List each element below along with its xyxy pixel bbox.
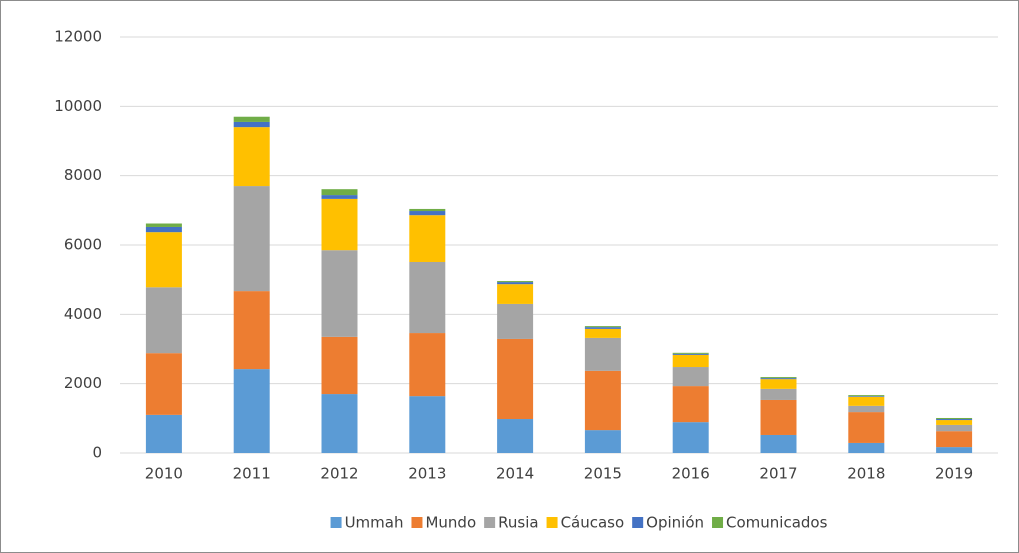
legend-swatch (632, 517, 644, 528)
bar-segment (409, 211, 446, 216)
bar-segment (672, 352, 709, 354)
bar-segment (672, 386, 709, 423)
bar-segment (584, 328, 621, 338)
legend-swatch (712, 517, 724, 528)
legend-label: Opinión (646, 514, 704, 532)
bar-segment (584, 326, 621, 328)
bar-segment (321, 195, 358, 199)
bar-segment (233, 291, 270, 370)
x-tick-label: 2011 (233, 465, 271, 483)
bar-segment (936, 431, 973, 448)
y-tick-label: 6000 (64, 236, 102, 254)
legend-swatch (411, 517, 423, 528)
bar-segment (233, 186, 270, 292)
x-tick-label: 2015 (584, 465, 622, 483)
x-tick-label: 2018 (847, 465, 885, 483)
bar-segment (409, 261, 446, 334)
x-tick-label: 2019 (935, 465, 973, 483)
x-tick-label: 2012 (320, 465, 358, 483)
bar-segment (584, 370, 621, 431)
bar-segment (145, 223, 182, 227)
bar-segment (321, 198, 358, 251)
bar-segment (497, 284, 534, 304)
bar-segment (936, 419, 973, 421)
bar-segment (848, 396, 885, 397)
legend-label: Ummah (345, 514, 404, 532)
bar-segment (321, 336, 358, 395)
bar-segment (497, 303, 534, 339)
bar-segment (321, 189, 358, 196)
bar-segment (760, 377, 797, 379)
bar-segment (497, 419, 534, 453)
bar-segment (672, 422, 709, 453)
x-tick-label: 2014 (496, 465, 534, 483)
bar-segment (936, 420, 973, 425)
bar-segment (936, 424, 973, 432)
bar-segment (233, 116, 270, 122)
bar-segment (936, 447, 973, 453)
bar-segment (848, 396, 885, 406)
bar-segment (848, 405, 885, 413)
bar-segment (409, 215, 446, 262)
x-tick-label: 2013 (408, 465, 446, 483)
bar-segment (409, 396, 446, 453)
bar-segment (233, 369, 270, 453)
bar-segment (672, 367, 709, 387)
y-tick-label: 12000 (54, 28, 102, 46)
legend-label: Comunicados (726, 514, 828, 532)
bar-segment (409, 208, 446, 212)
y-tick-label: 8000 (64, 166, 102, 184)
bar-segment (584, 430, 621, 453)
x-tick-label: 2016 (672, 465, 710, 483)
legend-label: Mundo (425, 514, 476, 532)
bar-segment (497, 338, 534, 420)
y-tick-label: 0 (92, 444, 102, 462)
x-tick-label: 2017 (759, 465, 797, 483)
x-tick-label: 2010 (145, 465, 183, 483)
y-tick-label: 2000 (64, 374, 102, 392)
bar-segment (321, 394, 358, 453)
bar-segment (760, 399, 797, 435)
legend-swatch (546, 517, 558, 528)
y-tick-label: 10000 (54, 97, 102, 115)
bar-segment (848, 442, 885, 453)
bar-segment (145, 226, 182, 233)
bar-segment (145, 287, 182, 354)
bar-segment (848, 395, 885, 397)
bar-segment (409, 333, 446, 397)
legend-swatch (484, 517, 496, 528)
legend-label: Rusia (498, 514, 538, 532)
bar-segment (321, 250, 358, 337)
bar-segment (233, 121, 270, 128)
legend-label: Cáucaso (561, 514, 625, 532)
bar-segment (497, 282, 534, 285)
bar-segment (584, 327, 621, 329)
bar-segment (848, 412, 885, 443)
y-tick-label: 4000 (64, 305, 102, 323)
bar-segment (672, 354, 709, 368)
bar-segment (233, 127, 270, 187)
bar-segment (145, 232, 182, 288)
bar-segment (145, 414, 182, 453)
bar-segment (760, 378, 797, 380)
bar-segment (936, 417, 973, 420)
bar-segment (497, 281, 534, 283)
bar-segment (672, 353, 709, 355)
legend-swatch (330, 517, 342, 528)
bar-segment (760, 434, 797, 453)
bar-segment (145, 353, 182, 415)
bar-segment (760, 388, 797, 400)
bar-segment (584, 337, 621, 371)
bar-segment (760, 379, 797, 389)
